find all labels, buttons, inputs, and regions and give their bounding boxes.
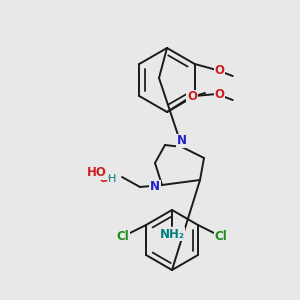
- Text: N: N: [150, 181, 160, 194]
- Text: O: O: [215, 64, 225, 76]
- Text: H: H: [108, 174, 116, 184]
- Text: Cl: Cl: [214, 230, 227, 242]
- Text: O: O: [215, 88, 225, 100]
- Text: HO: HO: [87, 167, 107, 179]
- Text: O: O: [187, 91, 197, 103]
- Text: NH₂: NH₂: [160, 227, 184, 241]
- Text: N: N: [177, 134, 187, 148]
- Text: O: O: [98, 172, 108, 185]
- Text: Cl: Cl: [117, 230, 129, 242]
